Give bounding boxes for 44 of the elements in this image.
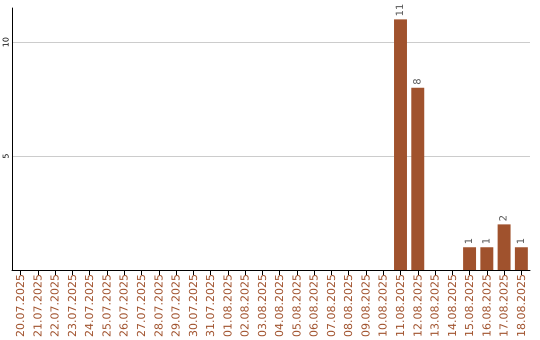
x-tick-label: 28.07.2025	[152, 274, 166, 337]
x-tick-label: 02.08.2025	[238, 274, 252, 337]
data-label: 2	[498, 215, 510, 222]
x-tick-label: 30.07.2025	[186, 274, 200, 337]
bar	[463, 247, 476, 270]
x-tick-label: 10.08.2025	[376, 274, 390, 337]
bar	[514, 247, 528, 270]
y-tick-label: 10	[2, 37, 10, 48]
x-tick-label: 24.07.2025	[83, 274, 96, 337]
x-tick-label: 15.08.2025	[463, 274, 476, 337]
x-tick-label: 13.08.2025	[428, 274, 442, 337]
x-tick-label: 25.07.2025	[100, 274, 114, 337]
x-tick-label: 05.08.2025	[290, 274, 304, 337]
x-tick-label: 18.08.2025	[514, 274, 528, 337]
data-label: 1	[516, 238, 527, 244]
x-tick-label: 17.08.2025	[498, 274, 511, 337]
x-tick-label: 03.08.2025	[256, 274, 269, 337]
x-tick-label: 09.08.2025	[359, 274, 372, 337]
x-tick-label: 01.08.2025	[221, 274, 234, 337]
x-tick-label: 16.08.2025	[480, 274, 494, 337]
x-tick-label: 26.07.2025	[118, 274, 131, 337]
x-tick-label: 04.08.2025	[273, 274, 286, 337]
x-tick-label: 07.08.2025	[324, 274, 338, 337]
x-tick-label: 11.08.2025	[394, 274, 407, 337]
data-label: 8	[412, 78, 424, 85]
x-tick-label: 22.07.2025	[48, 274, 62, 337]
x-tick-label: 20.07.2025	[14, 274, 28, 337]
data-label: 11	[395, 4, 406, 16]
x-tick-label: 06.08.2025	[308, 274, 321, 337]
x-tick-label: 29.07.2025	[170, 274, 183, 337]
x-tick-label: 31.07.2025	[204, 274, 218, 337]
data-label: 1	[464, 238, 476, 244]
x-tick-label: 21.07.2025	[31, 274, 44, 337]
bar	[480, 247, 494, 270]
x-tick-label: 14.08.2025	[446, 274, 459, 337]
x-tick-label: 08.08.2025	[342, 274, 356, 337]
x-tick-label: 23.07.2025	[66, 274, 79, 337]
bar	[394, 19, 407, 270]
bar	[411, 88, 424, 270]
x-tick-label: 27.07.2025	[135, 274, 148, 337]
data-label: 1	[481, 238, 492, 244]
y-tick-label: 5	[2, 154, 10, 159]
bar	[498, 224, 511, 270]
x-tick-label: 12.08.2025	[411, 274, 424, 337]
